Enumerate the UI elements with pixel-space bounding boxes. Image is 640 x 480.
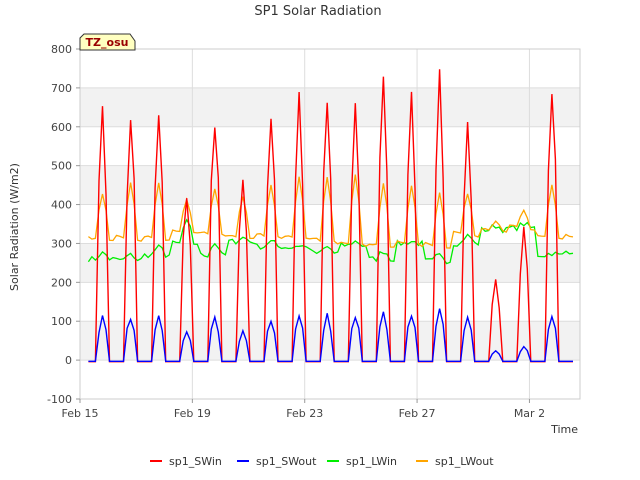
series-lines <box>87 69 574 363</box>
y-tick-label: 600 <box>51 121 72 134</box>
plot-band <box>80 87 580 127</box>
x-tick-label: Feb 19 <box>174 407 211 420</box>
y-tick-label: 400 <box>51 199 72 212</box>
legend-label: sp1_SWout <box>256 455 317 468</box>
chart-title: SP1 Solar Radiation <box>254 4 381 19</box>
legend-item-sp1_LWin: sp1_LWin <box>327 455 397 468</box>
legend-label: sp1_LWout <box>435 455 494 468</box>
legend: sp1_SWin sp1_SWout sp1_LWin sp1_LWout <box>150 455 494 468</box>
series-line-sp1_SWout <box>88 308 573 362</box>
x-tick-label: Feb 27 <box>399 407 436 420</box>
legend-item-sp1_SWin: sp1_SWin <box>150 455 222 468</box>
y-tick-label: 100 <box>51 315 72 328</box>
y-tick-label: 300 <box>51 237 72 250</box>
legend-label: sp1_SWin <box>169 455 222 468</box>
axes <box>79 48 581 400</box>
y-tick-label: -100 <box>47 393 72 406</box>
y-axis-ticks: -100 0 100 200 300 400 500 600 700 800 <box>47 43 80 406</box>
legend-item-sp1_LWout: sp1_LWout <box>416 455 494 468</box>
plot-frame <box>79 48 581 400</box>
y-tick-label: 500 <box>51 160 72 173</box>
tz-badge-label: TZ_osu <box>86 36 129 49</box>
legend-label: sp1_LWin <box>346 455 397 468</box>
legend-item-sp1_SWout: sp1_SWout <box>237 455 317 468</box>
y-tick-label: 0 <box>65 354 72 367</box>
y-axis-label: Solar Radiation (W/m2) <box>8 163 21 291</box>
x-axis-label: Time <box>550 423 578 436</box>
y-tick-label: 200 <box>51 276 72 289</box>
y-tick-label: 700 <box>51 82 72 95</box>
y-tick-label: 800 <box>51 43 72 56</box>
x-axis-ticks: Feb 15 Feb 19 Feb 23 Feb 27 Mar 2 <box>62 399 545 420</box>
x-tick-label: Feb 15 <box>62 407 99 420</box>
x-tick-label: Feb 23 <box>286 407 323 420</box>
x-tick-label: Mar 2 <box>514 407 545 420</box>
tz-badge: TZ_osu <box>79 33 136 51</box>
